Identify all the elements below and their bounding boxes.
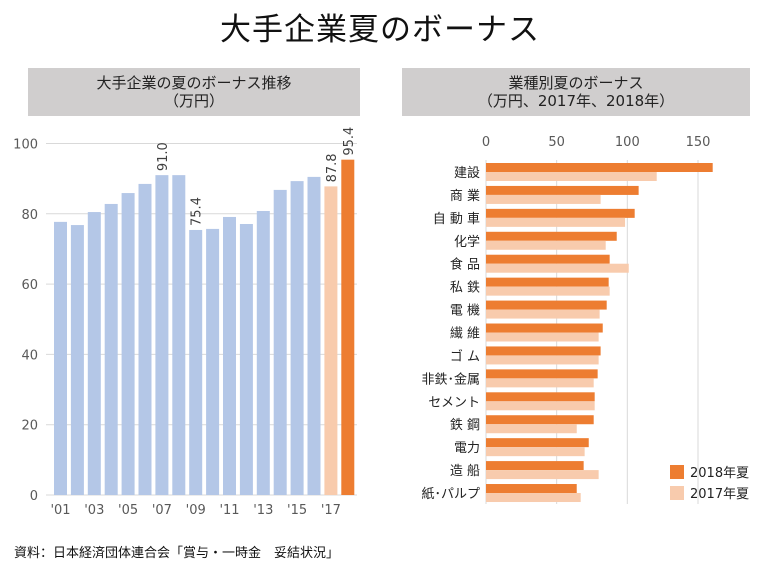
category-label: 鉄 鋼 bbox=[450, 418, 480, 433]
bar-2018年夏-私 鉄 bbox=[486, 277, 609, 287]
x-tick-label: '07 bbox=[152, 503, 172, 518]
x-tick-label: 50 bbox=[548, 135, 565, 150]
bar-2008 bbox=[172, 175, 186, 495]
legend-label: 2017年夏 bbox=[690, 487, 749, 502]
bar-2018年夏-電 機 bbox=[486, 300, 607, 310]
category-label: 私 鉄 bbox=[450, 281, 480, 296]
bar-2017年夏-ゴ ム bbox=[486, 355, 599, 365]
bar-2005 bbox=[121, 193, 135, 495]
data-label: 87.8 bbox=[325, 153, 340, 182]
category-label: 建設 bbox=[454, 165, 480, 181]
bar-2003 bbox=[87, 212, 101, 496]
category-label: 電力 bbox=[454, 441, 480, 456]
y-tick-label: 0 bbox=[30, 489, 38, 504]
bar-2010 bbox=[206, 228, 220, 496]
category-label: ゴ ム bbox=[450, 348, 480, 364]
bar-2018年夏-化学 bbox=[486, 231, 617, 241]
x-tick-label: '09 bbox=[186, 503, 206, 518]
y-tick-label: 80 bbox=[21, 208, 38, 223]
bar-2018年夏-電力 bbox=[486, 438, 589, 448]
data-label: 91.0 bbox=[156, 142, 171, 171]
right-chart-unit: （万円、2017年、2018年） bbox=[477, 92, 675, 110]
legend-swatch-1 bbox=[670, 486, 684, 500]
bar-2017年夏-商 業 bbox=[486, 194, 601, 204]
legend-label: 2018年夏 bbox=[690, 466, 749, 481]
bar-2017年夏-自 動 車 bbox=[486, 217, 626, 227]
bar-2018年夏-造 船 bbox=[486, 461, 584, 471]
bar-2018年夏-紙･パルプ bbox=[486, 484, 577, 494]
x-tick-label: '05 bbox=[118, 503, 138, 518]
bar-2017年夏-鉄 鋼 bbox=[486, 424, 577, 434]
bar-2002 bbox=[70, 225, 84, 495]
left-chart-header: 大手企業の夏のボーナス推移 （万円） bbox=[28, 68, 360, 116]
bar-2018年夏-セメント bbox=[486, 392, 595, 402]
data-label: 75.4 bbox=[190, 197, 205, 226]
bar-2018年夏-自 動 車 bbox=[486, 208, 635, 218]
right-chart-title: 業種別夏のボーナス bbox=[508, 74, 644, 92]
bar-2017年夏-造 船 bbox=[486, 470, 599, 480]
bar-2017年夏-電 機 bbox=[486, 309, 600, 319]
bar-2017年夏-建設 bbox=[486, 172, 657, 181]
source-note: 資料：日本経済団体連合会「賞与・一時金 妥結状況」 bbox=[14, 546, 340, 561]
bar-2001 bbox=[54, 221, 67, 495]
bar-2018年夏-食 品 bbox=[486, 254, 610, 264]
bar-2018年夏-商 業 bbox=[486, 185, 639, 195]
category-label: 繊 維 bbox=[450, 326, 480, 342]
bar-2013 bbox=[256, 210, 270, 495]
category-label: セメント bbox=[428, 395, 480, 410]
bar-2017年夏-非鉄･金属 bbox=[486, 378, 594, 388]
category-label: 化学 bbox=[454, 234, 480, 250]
category-label: 造 船 bbox=[450, 464, 480, 479]
bar-2009 bbox=[189, 229, 203, 495]
bar-2006 bbox=[138, 183, 152, 496]
category-label: 自 動 車 bbox=[433, 212, 480, 227]
bar-2007 bbox=[155, 175, 169, 495]
bar-2012 bbox=[239, 223, 253, 495]
bar-2004 bbox=[104, 203, 118, 495]
x-tick-label: '01 bbox=[50, 503, 70, 518]
bar-2018年夏-鉄 鋼 bbox=[486, 415, 594, 425]
main-title: 大手企業夏のボーナス bbox=[220, 12, 540, 48]
legend-swatch-0 bbox=[670, 465, 684, 479]
bar-2018 bbox=[341, 159, 355, 495]
bar-2011 bbox=[223, 216, 236, 495]
x-tick-label: '17 bbox=[321, 503, 341, 518]
left-chart-title: 大手企業の夏のボーナス推移 bbox=[96, 74, 292, 92]
y-tick-label: 60 bbox=[21, 278, 38, 293]
bar-2017 bbox=[324, 186, 338, 495]
bar-2017年夏-紙･パルプ bbox=[486, 493, 581, 503]
bar-2014 bbox=[273, 189, 287, 495]
bar-2018年夏-非鉄･金属 bbox=[486, 369, 598, 379]
bar-2017年夏-化学 bbox=[486, 240, 606, 250]
bar-2017年夏-私 鉄 bbox=[486, 286, 610, 296]
right-chart-header: 業種別夏のボーナス （万円、2017年、2018年） bbox=[402, 68, 750, 116]
category-label: 電 機 bbox=[450, 304, 480, 319]
bar-2018年夏-建設 bbox=[486, 163, 713, 172]
bar-2018年夏-繊 維 bbox=[486, 323, 603, 333]
x-tick-label: '03 bbox=[84, 503, 104, 518]
x-tick-label: 100 bbox=[615, 135, 640, 150]
category-label: 商 業 bbox=[450, 188, 480, 204]
category-label: 非鉄･金属 bbox=[421, 371, 480, 387]
y-tick-label: 100 bbox=[13, 138, 38, 153]
x-tick-label: '15 bbox=[287, 503, 307, 518]
bar-2016 bbox=[307, 176, 321, 495]
x-tick-label: '11 bbox=[219, 503, 239, 518]
x-tick-label: '13 bbox=[253, 503, 273, 518]
data-label: 95.4 bbox=[342, 127, 357, 156]
left-chart-unit: （万円） bbox=[163, 92, 224, 110]
bar-2017年夏-繊 維 bbox=[486, 332, 599, 342]
bar-2017年夏-セメント bbox=[486, 401, 595, 411]
y-tick-label: 40 bbox=[21, 348, 38, 363]
y-tick-label: 20 bbox=[21, 419, 38, 434]
x-tick-label: 0 bbox=[482, 135, 490, 150]
category-label: 紙･パルプ bbox=[421, 487, 480, 502]
bar-2015 bbox=[290, 181, 304, 495]
x-tick-label: 150 bbox=[686, 135, 711, 150]
bar-2017年夏-食 品 bbox=[486, 263, 629, 273]
category-label: 食 品 bbox=[450, 257, 480, 273]
bar-2018年夏-ゴ ム bbox=[486, 346, 601, 356]
bar-2017年夏-電力 bbox=[486, 447, 585, 457]
